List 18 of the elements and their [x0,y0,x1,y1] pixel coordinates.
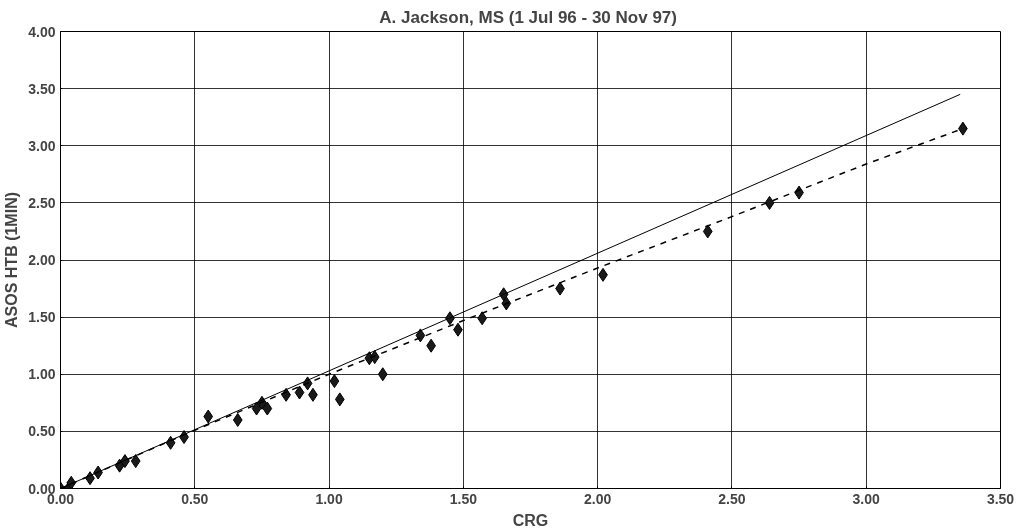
x-tick-label: 3.00 [852,490,881,507]
x-tick-label: 1.00 [315,490,343,507]
y-tick-label: 1.00 [28,366,56,383]
y-tick-label: 1.50 [28,309,56,326]
y-tick-label: 3.00 [28,137,56,154]
y-tick-label: 3.50 [28,80,56,97]
y-tick-label: 0.50 [28,423,56,440]
chart-title: A. Jackson, MS (1 Jul 96 - 30 Nov 97) [379,7,677,27]
y-axis-title: ASOS HTB (1MIN) [3,192,21,328]
x-tick-label: 3.50 [986,490,1015,507]
x-tick-label: 0.50 [181,490,209,507]
y-tick-label: 2.00 [28,252,56,268]
y-tick-label: 2.50 [28,194,56,211]
x-tick-label: 1.50 [449,490,478,507]
x-tick-label: 2.50 [718,490,746,507]
y-tick-label: 4.00 [28,23,56,40]
x-tick-label: 2.00 [584,490,612,507]
x-axis-title: CRG [512,511,549,529]
